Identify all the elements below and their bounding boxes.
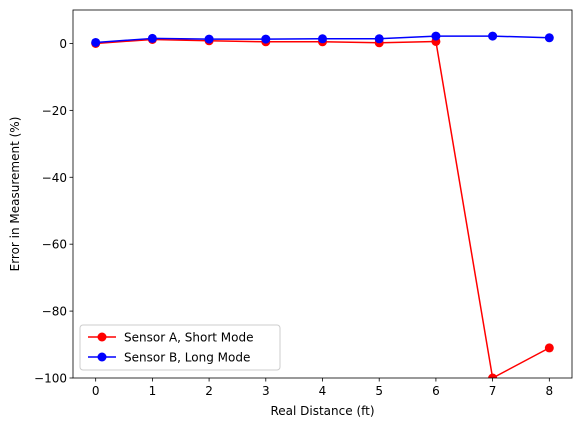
- data-point: [544, 33, 554, 43]
- data-point: [431, 31, 441, 41]
- x-axis-title: Real Distance (ft): [270, 404, 374, 418]
- legend: Sensor A, Short Mode Sensor B, Long Mode: [79, 324, 281, 371]
- series-layer: [91, 31, 554, 378]
- x-tick-label: 5: [375, 384, 383, 398]
- data-point: [318, 34, 327, 44]
- legend-label: Sensor A, Short Mode: [124, 331, 254, 345]
- data-point: [374, 34, 384, 44]
- x-tick-label: 1: [149, 384, 157, 398]
- legend-label: Sensor B, Long Mode: [124, 351, 250, 365]
- legend-item: Sensor A, Short Mode: [88, 331, 254, 345]
- data-point: [488, 31, 498, 41]
- legend-box: [79, 324, 281, 371]
- data-point: [488, 373, 498, 378]
- legend-marker: [97, 332, 107, 342]
- y-tick-label: 0: [59, 37, 67, 51]
- data-point: [147, 33, 157, 43]
- x-tick-label: 0: [92, 384, 100, 398]
- x-axis: 0 1 2 3 4 5 6 7 8: [92, 378, 553, 398]
- y-tick-label: −100: [34, 372, 67, 386]
- x-tick-label: 4: [319, 384, 327, 398]
- data-point: [544, 343, 554, 353]
- data-point: [261, 34, 271, 44]
- y-tick-label: −20: [42, 104, 67, 118]
- y-tick-label: −40: [42, 171, 67, 185]
- y-axis: 0 −20 −40 −60 −80 −100: [34, 37, 73, 386]
- x-tick-label: 7: [489, 384, 497, 398]
- x-tick-label: 3: [262, 384, 270, 398]
- legend-marker: [97, 352, 107, 362]
- x-tick-label: 2: [205, 384, 213, 398]
- legend-item: Sensor B, Long Mode: [88, 351, 250, 365]
- y-tick-label: −80: [42, 305, 67, 319]
- x-tick-label: 8: [545, 384, 553, 398]
- x-tick-label: 6: [432, 384, 440, 398]
- y-axis-title: Error in Measurement (%): [8, 117, 22, 272]
- data-point: [91, 37, 101, 47]
- data-point: [204, 34, 214, 44]
- y-tick-label: −60: [42, 238, 67, 252]
